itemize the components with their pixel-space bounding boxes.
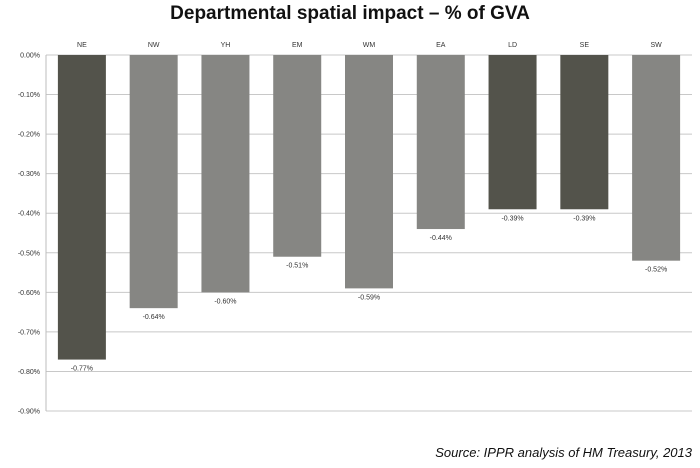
y-tick-label: -0.90% — [18, 409, 40, 416]
data-label: -0.44% — [430, 235, 452, 242]
bar-se — [560, 55, 609, 210]
y-tick-label: -0.80% — [18, 369, 40, 376]
data-label: -0.60% — [214, 298, 236, 305]
data-label: -0.64% — [143, 314, 165, 321]
x-tick-label: SE — [580, 42, 590, 49]
y-tick-label: -0.70% — [18, 329, 40, 336]
x-tick-label: YH — [221, 42, 231, 49]
y-tick-label: 0.00% — [20, 53, 40, 60]
bar-ld — [488, 55, 537, 210]
bar-ea — [416, 55, 465, 230]
x-tick-label: NW — [148, 42, 160, 49]
bar-yh — [201, 55, 250, 293]
data-label: -0.39% — [501, 215, 523, 222]
y-tick-label: -0.10% — [18, 92, 40, 99]
y-tick-label: -0.20% — [18, 132, 40, 139]
y-axis: 0.00% -0.10% -0.20% -0.30% -0.40% -0.50% -0.60… — [18, 53, 40, 416]
x-axis: NE NW YH EM WM EA LD SE SW — [77, 42, 662, 49]
x-tick-label: EM — [292, 42, 303, 49]
x-tick-label: NE — [77, 42, 87, 49]
x-tick-label: EA — [436, 42, 446, 49]
bar-nw — [129, 55, 178, 309]
chart-title: Departmental spatial impact – % of GVA — [170, 3, 530, 24]
bar-ne — [57, 55, 106, 360]
y-tick-label: -0.30% — [18, 171, 40, 178]
y-tick-label: -0.40% — [18, 211, 40, 218]
y-tick-label: -0.60% — [18, 290, 40, 297]
x-tick-label: WM — [363, 42, 376, 49]
source-note: Source: IPPR analysis of HM Treasury, 20… — [435, 445, 692, 460]
data-label: -0.77% — [71, 366, 93, 373]
bar-wm — [345, 55, 393, 289]
data-labels: -0.77% -0.64% -0.60% -0.51% -0.59% -0.44% -0.3… — [71, 215, 667, 372]
x-tick-label: LD — [508, 42, 517, 49]
x-tick-label: SW — [650, 42, 662, 49]
bar-sw — [632, 55, 681, 261]
y-tick-label: -0.50% — [18, 250, 40, 257]
data-label: -0.59% — [358, 294, 380, 301]
bars — [57, 55, 681, 360]
bar-em — [273, 55, 322, 257]
data-label: -0.39% — [573, 215, 595, 222]
data-label: -0.52% — [645, 267, 667, 274]
data-label: -0.51% — [286, 263, 308, 270]
